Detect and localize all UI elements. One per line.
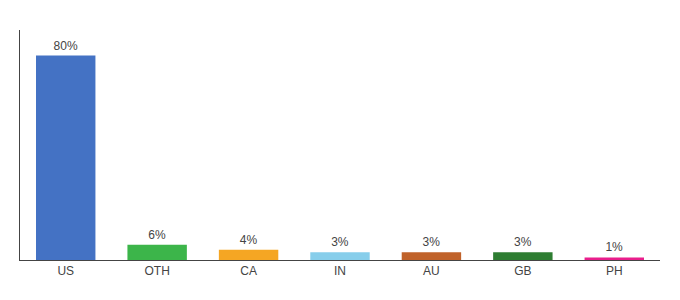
svg-text:6%: 6% bbox=[148, 228, 166, 242]
svg-text:3%: 3% bbox=[514, 235, 532, 249]
svg-text:4%: 4% bbox=[240, 233, 258, 247]
svg-text:PH: PH bbox=[606, 264, 623, 278]
svg-text:1%: 1% bbox=[605, 240, 623, 254]
svg-text:IN: IN bbox=[334, 264, 346, 278]
svg-text:80%: 80% bbox=[54, 39, 78, 53]
svg-text:US: US bbox=[57, 264, 74, 278]
svg-text:CA: CA bbox=[240, 264, 257, 278]
svg-text:GB: GB bbox=[514, 264, 531, 278]
svg-text:3%: 3% bbox=[423, 235, 441, 249]
svg-text:3%: 3% bbox=[331, 235, 349, 249]
svg-text:AU: AU bbox=[423, 264, 440, 278]
svg-text:OTH: OTH bbox=[144, 264, 169, 278]
